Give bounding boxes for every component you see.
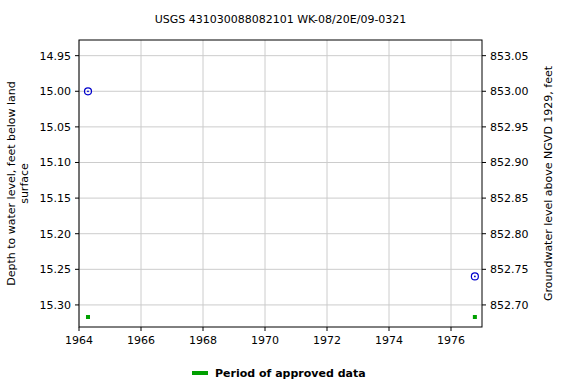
y2-tick-label: 852.85	[490, 192, 529, 205]
y2-tick	[482, 162, 486, 163]
point-dot	[87, 90, 89, 92]
legend-swatch	[192, 371, 208, 375]
chart: 1964 1966 1968 1970 1972 1974 1976 14.95 15.00 15…	[0, 0, 576, 384]
x-grid	[265, 40, 266, 327]
y-tick	[75, 233, 79, 234]
y-grid	[79, 55, 482, 56]
y-grid	[79, 91, 482, 92]
y-tick	[75, 126, 79, 127]
y-grid	[79, 126, 482, 127]
y-axis-label: surface	[18, 163, 31, 204]
y-tick-label: 14.95	[40, 50, 72, 63]
data-group	[84, 88, 478, 319]
y2-tick-label: 853.05	[490, 50, 529, 63]
y-tick	[75, 55, 79, 56]
y-grid	[79, 269, 482, 270]
y2-tick-label: 852.75	[490, 263, 529, 276]
plot-frame	[79, 40, 482, 327]
y2-tick-label: 852.80	[490, 228, 529, 241]
y2-tick	[482, 304, 486, 305]
y-tick-label: 15.15	[40, 192, 72, 205]
data-point	[471, 273, 478, 280]
y-tick	[75, 162, 79, 163]
x-tick-label: 1966	[127, 334, 155, 347]
y2-tick	[482, 198, 486, 199]
y2-tick	[482, 91, 486, 92]
data-point	[84, 88, 91, 95]
y2-tick	[482, 269, 486, 270]
point-ring	[471, 273, 478, 280]
approved-period	[86, 315, 90, 319]
x-grid	[327, 40, 328, 327]
y-tick-label: 15.05	[40, 121, 72, 134]
x-tick	[141, 327, 142, 331]
y-grid	[79, 304, 482, 305]
y2-tick	[482, 233, 486, 234]
x-tick	[389, 327, 390, 331]
point-ring	[84, 88, 91, 95]
x-tick	[79, 327, 80, 331]
x-tick-label: 1964	[65, 334, 93, 347]
y2-tick	[482, 55, 486, 56]
y2-tick	[482, 126, 486, 127]
y-tick-label: 15.30	[40, 299, 72, 312]
x-tick-label: 1972	[313, 334, 341, 347]
y2-tick-label: 852.90	[490, 156, 529, 169]
background	[0, 0, 576, 384]
y-tick	[75, 304, 79, 305]
y-tick-label: 15.10	[40, 156, 72, 169]
x-tick-label: 1976	[437, 334, 465, 347]
legend: Period of approved data	[192, 367, 366, 380]
y-tick	[75, 269, 79, 270]
x-grid	[451, 40, 452, 327]
point-dot	[474, 276, 476, 278]
x-tick-label: 1968	[189, 334, 217, 347]
approved-period	[473, 315, 477, 319]
x-tick	[327, 327, 328, 331]
y-tick-label: 15.20	[40, 228, 72, 241]
y2-tick-label: 852.70	[490, 299, 529, 312]
y2-axis-label: Groundwater level above NGVD 1929, feet	[542, 65, 555, 301]
y-tick	[75, 91, 79, 92]
y2-tick-label: 853.00	[490, 85, 529, 98]
y-grid	[79, 198, 482, 199]
y-tick	[75, 198, 79, 199]
y-grid	[79, 233, 482, 234]
y2-tick-label: 852.95	[490, 121, 529, 134]
x-tick-label: 1974	[375, 334, 403, 347]
y-axis-label: Depth to water level, feet below land	[5, 81, 18, 286]
x-tick	[451, 327, 452, 331]
x-grid	[389, 40, 390, 327]
title: USGS 431030088082101 WK-08/20E/09-0321	[155, 13, 407, 26]
legend-label: Period of approved data	[215, 367, 366, 380]
x-tick	[265, 327, 266, 331]
y-tick-label: 15.00	[40, 85, 72, 98]
x-grid	[203, 40, 204, 327]
y-tick-label: 15.25	[40, 263, 72, 276]
y-grid	[79, 162, 482, 163]
x-tick	[203, 327, 204, 331]
x-grid	[141, 40, 142, 327]
x-tick-label: 1970	[251, 334, 279, 347]
